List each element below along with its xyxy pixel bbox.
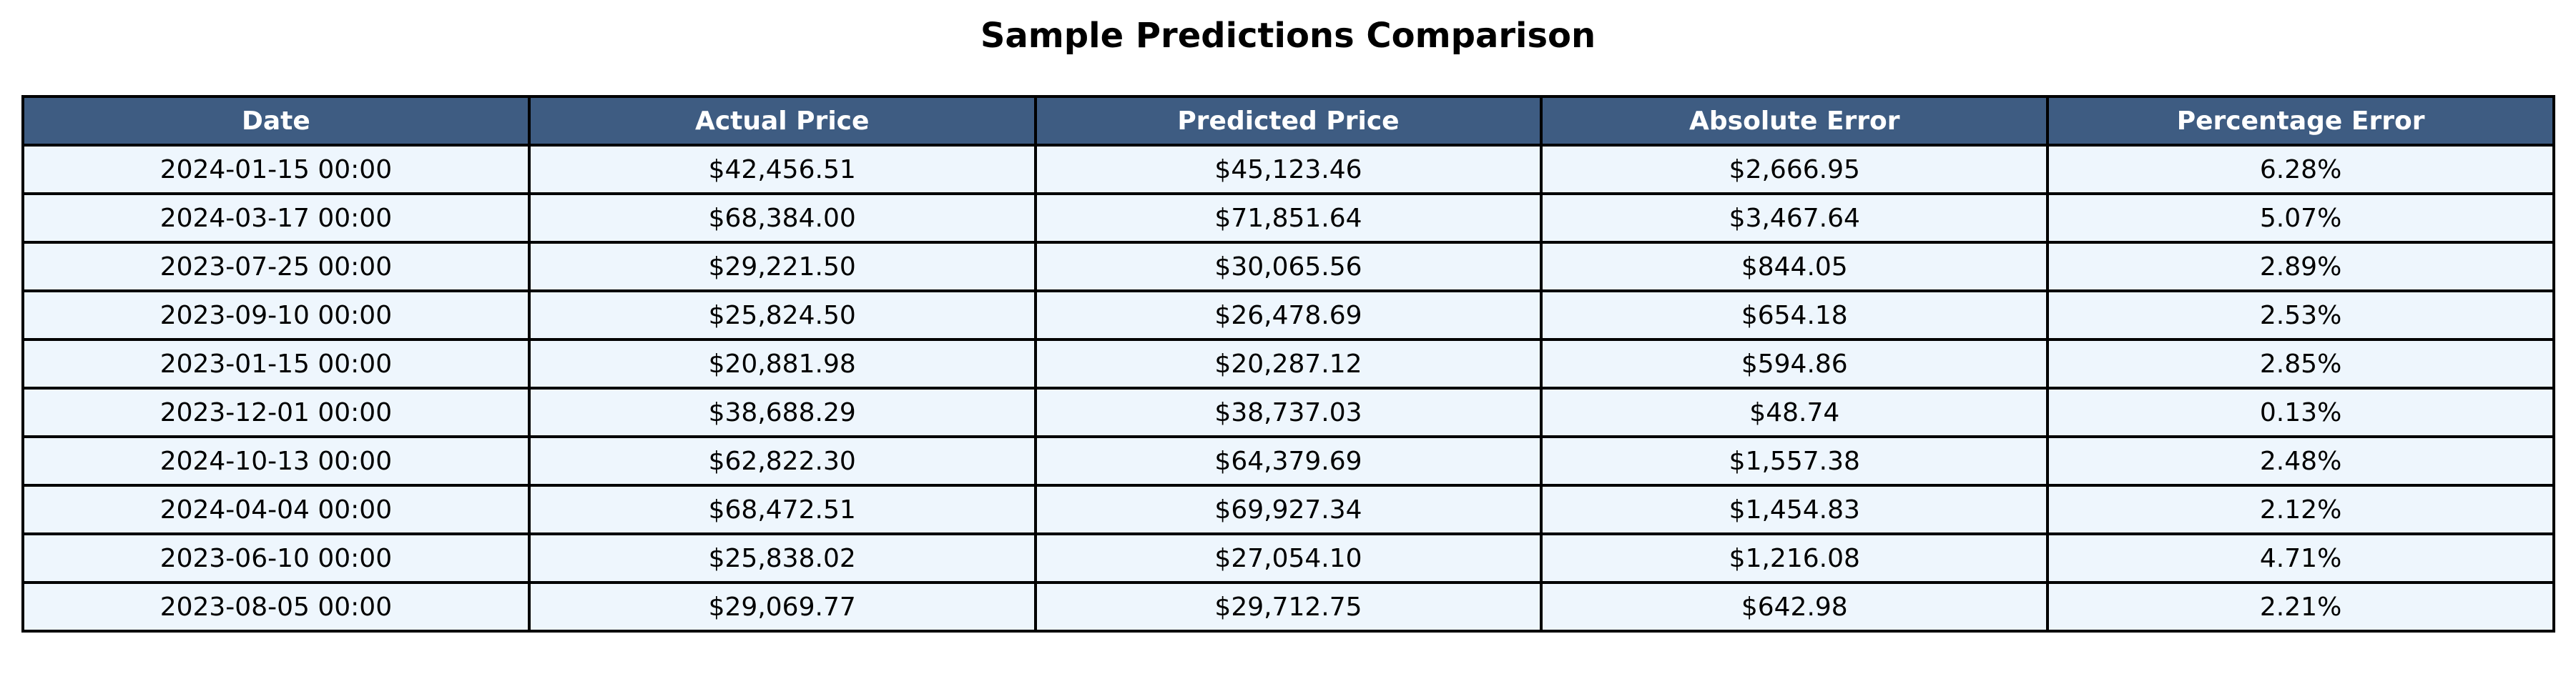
cell-percentage-error: 2.85%: [2046, 338, 2555, 390]
table-header-row: Date Actual Price Predicted Price Absolute …: [21, 95, 2555, 147]
cell-date: 2024-01-15 00:00: [21, 144, 531, 195]
cell-date: 2023-09-10 00:00: [21, 289, 531, 341]
cell-percentage-error: 2.21%: [2046, 581, 2555, 633]
table-header: Date Actual Price Predicted Price Absolute …: [21, 95, 2555, 147]
cell-absolute-error: $1,557.38: [1540, 435, 2050, 487]
cell-percentage-error: 2.89%: [2046, 241, 2555, 292]
cell-date: 2023-01-15 00:00: [21, 338, 531, 390]
cell-percentage-error: 0.13%: [2046, 387, 2555, 438]
cell-absolute-error: $3,467.64: [1540, 192, 2050, 244]
cell-date: 2024-03-17 00:00: [21, 192, 531, 244]
cell-actual-price: $29,221.50: [527, 241, 1037, 292]
cell-actual-price: $42,456.51: [527, 144, 1037, 195]
cell-actual-price: $29,069.77: [527, 581, 1037, 633]
column-header-actual-price: Actual Price: [527, 95, 1037, 147]
cell-predicted-price: $69,927.34: [1033, 484, 1543, 535]
cell-percentage-error: 2.48%: [2046, 435, 2555, 487]
column-header-predicted-price: Predicted Price: [1033, 95, 1543, 147]
table-row: 2023-09-10 00:00 $25,824.50 $26,478.69 $654…: [21, 289, 2555, 341]
column-header-date: Date: [21, 95, 531, 147]
table-row: 2023-06-10 00:00 $25,838.02 $27,054.10 $1,2…: [21, 532, 2555, 584]
table-row: 2023-07-25 00:00 $29,221.50 $30,065.56 $844…: [21, 241, 2555, 292]
cell-absolute-error: $48.74: [1540, 387, 2050, 438]
cell-predicted-price: $20,287.12: [1033, 338, 1543, 390]
cell-predicted-price: $27,054.10: [1033, 532, 1543, 584]
cell-percentage-error: 4.71%: [2046, 532, 2555, 584]
cell-percentage-error: 2.12%: [2046, 484, 2555, 535]
cell-date: 2024-04-04 00:00: [21, 484, 531, 535]
cell-actual-price: $25,838.02: [527, 532, 1037, 584]
cell-percentage-error: 6.28%: [2046, 144, 2555, 195]
cell-actual-price: $68,384.00: [527, 192, 1037, 244]
table-row: 2024-04-04 00:00 $68,472.51 $69,927.34 $1,4…: [21, 484, 2555, 535]
cell-date: 2023-06-10 00:00: [21, 532, 531, 584]
table-row: 2023-12-01 00:00 $38,688.29 $38,737.03 $48.…: [21, 387, 2555, 438]
cell-absolute-error: $844.05: [1540, 241, 2050, 292]
cell-actual-price: $68,472.51: [527, 484, 1037, 535]
cell-predicted-price: $30,065.56: [1033, 241, 1543, 292]
cell-percentage-error: 2.53%: [2046, 289, 2555, 341]
cell-actual-price: $38,688.29: [527, 387, 1037, 438]
table-row: 2024-03-17 00:00 $68,384.00 $71,851.64 $3,4…: [21, 192, 2555, 244]
cell-absolute-error: $1,454.83: [1540, 484, 2050, 535]
cell-absolute-error: $1,216.08: [1540, 532, 2050, 584]
table-row: 2023-01-15 00:00 $20,881.98 $20,287.12 $594…: [21, 338, 2555, 390]
cell-actual-price: $20,881.98: [527, 338, 1037, 390]
cell-predicted-price: $64,379.69: [1033, 435, 1543, 487]
column-header-absolute-error: Absolute Error: [1540, 95, 2050, 147]
chart-title: Sample Predictions Comparison: [980, 16, 1596, 56]
predictions-table: Date Actual Price Predicted Price Absolute …: [21, 95, 2555, 633]
cell-date: 2023-07-25 00:00: [21, 241, 531, 292]
cell-predicted-price: $38,737.03: [1033, 387, 1543, 438]
table-body: 2024-01-15 00:00 $42,456.51 $45,123.46 $2,6…: [21, 144, 2555, 633]
cell-date: 2024-10-13 00:00: [21, 435, 531, 487]
cell-absolute-error: $2,666.95: [1540, 144, 2050, 195]
cell-actual-price: $62,822.30: [527, 435, 1037, 487]
table-row: 2024-01-15 00:00 $42,456.51 $45,123.46 $2,6…: [21, 144, 2555, 195]
cell-percentage-error: 5.07%: [2046, 192, 2555, 244]
cell-absolute-error: $642.98: [1540, 581, 2050, 633]
cell-predicted-price: $26,478.69: [1033, 289, 1543, 341]
column-header-percentage-error: Percentage Error: [2046, 95, 2555, 147]
cell-predicted-price: $71,851.64: [1033, 192, 1543, 244]
table-row: 2023-08-05 00:00 $29,069.77 $29,712.75 $642…: [21, 581, 2555, 633]
cell-date: 2023-12-01 00:00: [21, 387, 531, 438]
cell-absolute-error: $594.86: [1540, 338, 2050, 390]
cell-actual-price: $25,824.50: [527, 289, 1037, 341]
cell-predicted-price: $45,123.46: [1033, 144, 1543, 195]
table-row: 2024-10-13 00:00 $62,822.30 $64,379.69 $1,5…: [21, 435, 2555, 487]
cell-predicted-price: $29,712.75: [1033, 581, 1543, 633]
cell-absolute-error: $654.18: [1540, 289, 2050, 341]
predictions-table-container: Date Actual Price Predicted Price Absolute …: [21, 95, 2555, 633]
cell-date: 2023-08-05 00:00: [21, 581, 531, 633]
